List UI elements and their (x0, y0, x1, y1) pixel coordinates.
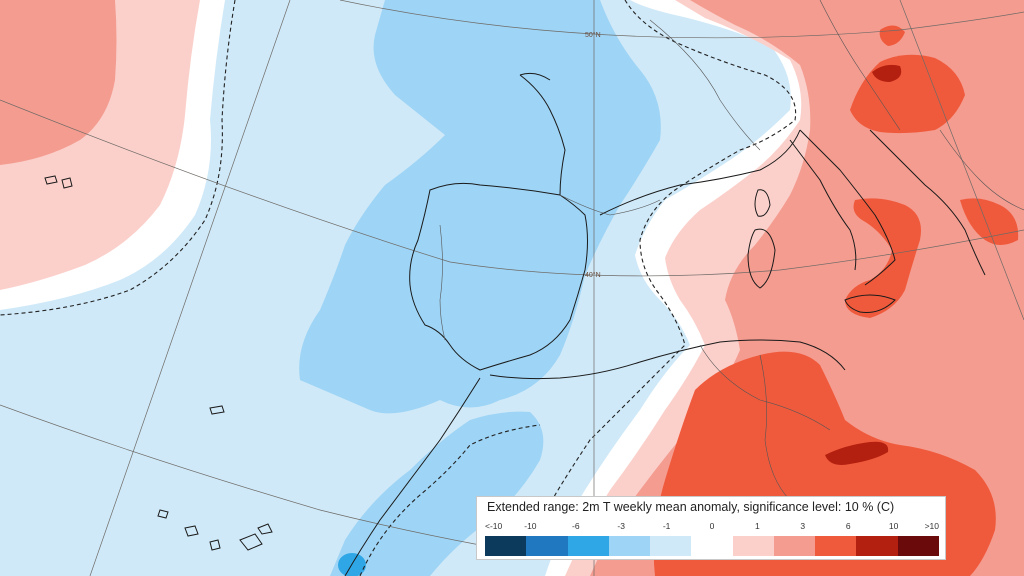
legend-tick-label: 10 (888, 521, 899, 531)
legend-swatch-3 (608, 536, 651, 556)
country-borders (439, 0, 1024, 501)
legend-swatch-9 (856, 536, 898, 556)
legend-swatch-10 (897, 536, 939, 556)
latitude-label-50n: 50°N (585, 32, 601, 39)
balkans-dark-red (872, 64, 902, 82)
legend-tick-label: -3 (617, 521, 625, 531)
legend-swatch-7 (773, 536, 816, 556)
color-legend: Extended range: 2m T weekly mean anomaly… (476, 496, 946, 560)
legend-title: Extended range: 2m T weekly mean anomaly… (487, 500, 895, 514)
legend-tick-label: -1 (662, 521, 671, 531)
legend-swatch-5 (691, 536, 733, 556)
legend-tick-label: 3 (800, 521, 806, 531)
legend-tick-label: -6 (572, 521, 580, 531)
morocco-atlantic-blue (330, 411, 544, 576)
iberia-biscay-blue (299, 0, 661, 414)
legend-swatch-2 (567, 536, 609, 556)
significance-contours (0, 0, 797, 576)
legend-swatch-6 (732, 536, 774, 556)
legend-tick-label: 0 (709, 521, 715, 531)
legend-tick-label: 1 (755, 521, 760, 531)
legend-tick-label: 6 (845, 521, 851, 531)
legend-swatch-0 (485, 536, 527, 556)
south-italy-red (845, 198, 921, 318)
atlantic-warm-salmon (0, 0, 117, 165)
legend-swatch-4 (650, 536, 692, 556)
north-africa-dark-red (825, 441, 889, 465)
legend-tick-label: <-10 (485, 521, 503, 531)
legend-tick-label: >10 (924, 521, 939, 531)
legend-swatch-1 (526, 536, 568, 556)
legend-tick-label: -10 (524, 521, 537, 531)
coastlines (44, 72, 986, 576)
latitude-label-40n: 40°N (585, 272, 601, 279)
legend-swatch-8 (815, 536, 857, 556)
greece-red (960, 198, 1019, 245)
legend-ticks: <-10 -10 -6 -3 -1 0 1 3 6 10 >10 (485, 521, 939, 533)
balkans-red-2 (879, 25, 905, 46)
legend-colorbar (485, 536, 939, 556)
